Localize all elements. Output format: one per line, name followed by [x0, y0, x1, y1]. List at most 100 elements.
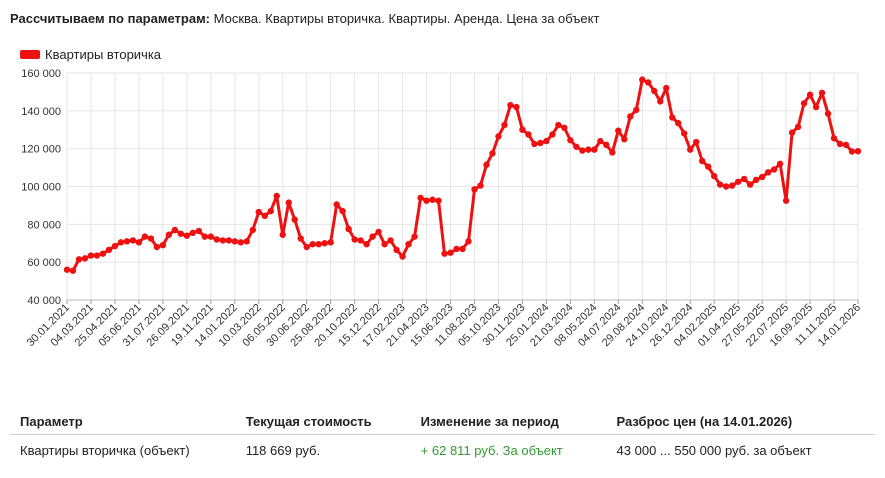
data-point	[651, 87, 658, 95]
data-point	[369, 233, 376, 240]
data-point	[417, 194, 424, 202]
data-point	[483, 161, 490, 168]
data-point	[698, 157, 706, 165]
data-point	[842, 141, 850, 149]
data-point	[447, 249, 454, 256]
data-point	[806, 91, 814, 98]
data-point	[495, 133, 502, 140]
data-point	[159, 241, 167, 249]
legend-swatch	[20, 50, 40, 59]
data-point	[315, 240, 322, 248]
data-point	[459, 245, 466, 253]
y-tick-label: 60 000	[27, 257, 61, 269]
data-point	[615, 127, 622, 134]
data-point	[183, 232, 191, 239]
data-point	[776, 160, 784, 167]
data-point	[99, 250, 107, 257]
table-header-row: Параметр Текущая стоимость Изменение за …	[10, 414, 875, 435]
data-point	[645, 79, 652, 86]
header-change: Изменение за период	[420, 414, 559, 429]
data-point	[669, 114, 676, 121]
data-point	[93, 252, 101, 259]
data-point	[249, 226, 256, 234]
data-point	[195, 227, 203, 235]
data-point	[255, 208, 262, 216]
data-point	[267, 207, 274, 215]
data-point	[117, 239, 125, 246]
data-point	[75, 256, 83, 263]
data-point	[561, 124, 568, 132]
data-point	[387, 237, 394, 244]
data-point	[279, 231, 286, 238]
data-point	[429, 196, 436, 203]
data-point	[824, 110, 832, 117]
data-point	[147, 235, 155, 242]
data-point	[782, 197, 790, 204]
data-point	[573, 143, 580, 150]
data-point	[423, 197, 430, 204]
data-point	[746, 181, 754, 188]
data-point	[704, 163, 712, 170]
data-point	[597, 137, 604, 145]
data-point	[375, 228, 382, 236]
series-line	[65, 78, 860, 273]
data-point	[633, 106, 640, 114]
chart-header: Рассчитываем по параметрам: Москва. Квар…	[10, 11, 599, 26]
data-point	[441, 250, 448, 257]
data-point	[135, 239, 143, 246]
data-point	[519, 126, 526, 133]
chart-legend[interactable]: Квартиры вторичка	[20, 47, 161, 62]
data-point	[363, 240, 370, 248]
data-point	[453, 245, 460, 253]
data-point	[555, 121, 562, 129]
y-tick-label: 160 000	[21, 68, 61, 80]
data-point	[567, 136, 574, 144]
data-point	[87, 252, 95, 259]
data-point	[129, 237, 137, 244]
data-point	[291, 216, 298, 223]
data-point	[579, 147, 586, 154]
y-tick-label: 100 000	[21, 182, 61, 194]
data-point	[794, 123, 802, 131]
data-point	[165, 231, 173, 238]
data-point	[285, 199, 292, 206]
data-point	[549, 131, 556, 138]
data-point	[81, 255, 89, 262]
data-point	[477, 182, 484, 189]
header-label: Рассчитываем по параметрам:	[10, 11, 211, 26]
data-point	[531, 140, 538, 148]
data-point	[219, 237, 227, 244]
data-point	[321, 240, 328, 247]
data-point	[501, 121, 508, 129]
data-point	[818, 89, 826, 97]
data-point	[231, 238, 238, 245]
data-point	[63, 266, 71, 273]
data-point	[123, 238, 131, 245]
data-point	[297, 235, 304, 242]
data-point	[627, 113, 634, 120]
data-point	[675, 119, 682, 127]
data-point	[273, 192, 280, 200]
data-point	[381, 240, 388, 248]
data-point	[687, 146, 694, 153]
data-point	[153, 243, 161, 251]
data-point	[393, 246, 400, 254]
data-point	[603, 141, 610, 149]
legend-label: Квартиры вторичка	[45, 47, 162, 62]
data-point	[812, 103, 820, 111]
data-point	[303, 243, 310, 251]
cell-param: Квартиры вторичка (объект)	[20, 442, 190, 458]
data-point	[69, 267, 77, 274]
data-point	[261, 212, 268, 220]
table-row: Квартиры вторичка (объект) 118 669 руб. …	[10, 435, 875, 465]
data-point	[213, 236, 221, 243]
data-point	[207, 233, 215, 240]
summary-table: Параметр Текущая стоимость Изменение за …	[10, 414, 875, 465]
data-point	[411, 233, 418, 240]
data-point	[830, 135, 838, 142]
data-point	[201, 233, 209, 240]
data-point	[177, 230, 185, 237]
data-point	[543, 137, 550, 145]
data-point	[339, 207, 346, 215]
data-point	[507, 101, 514, 109]
